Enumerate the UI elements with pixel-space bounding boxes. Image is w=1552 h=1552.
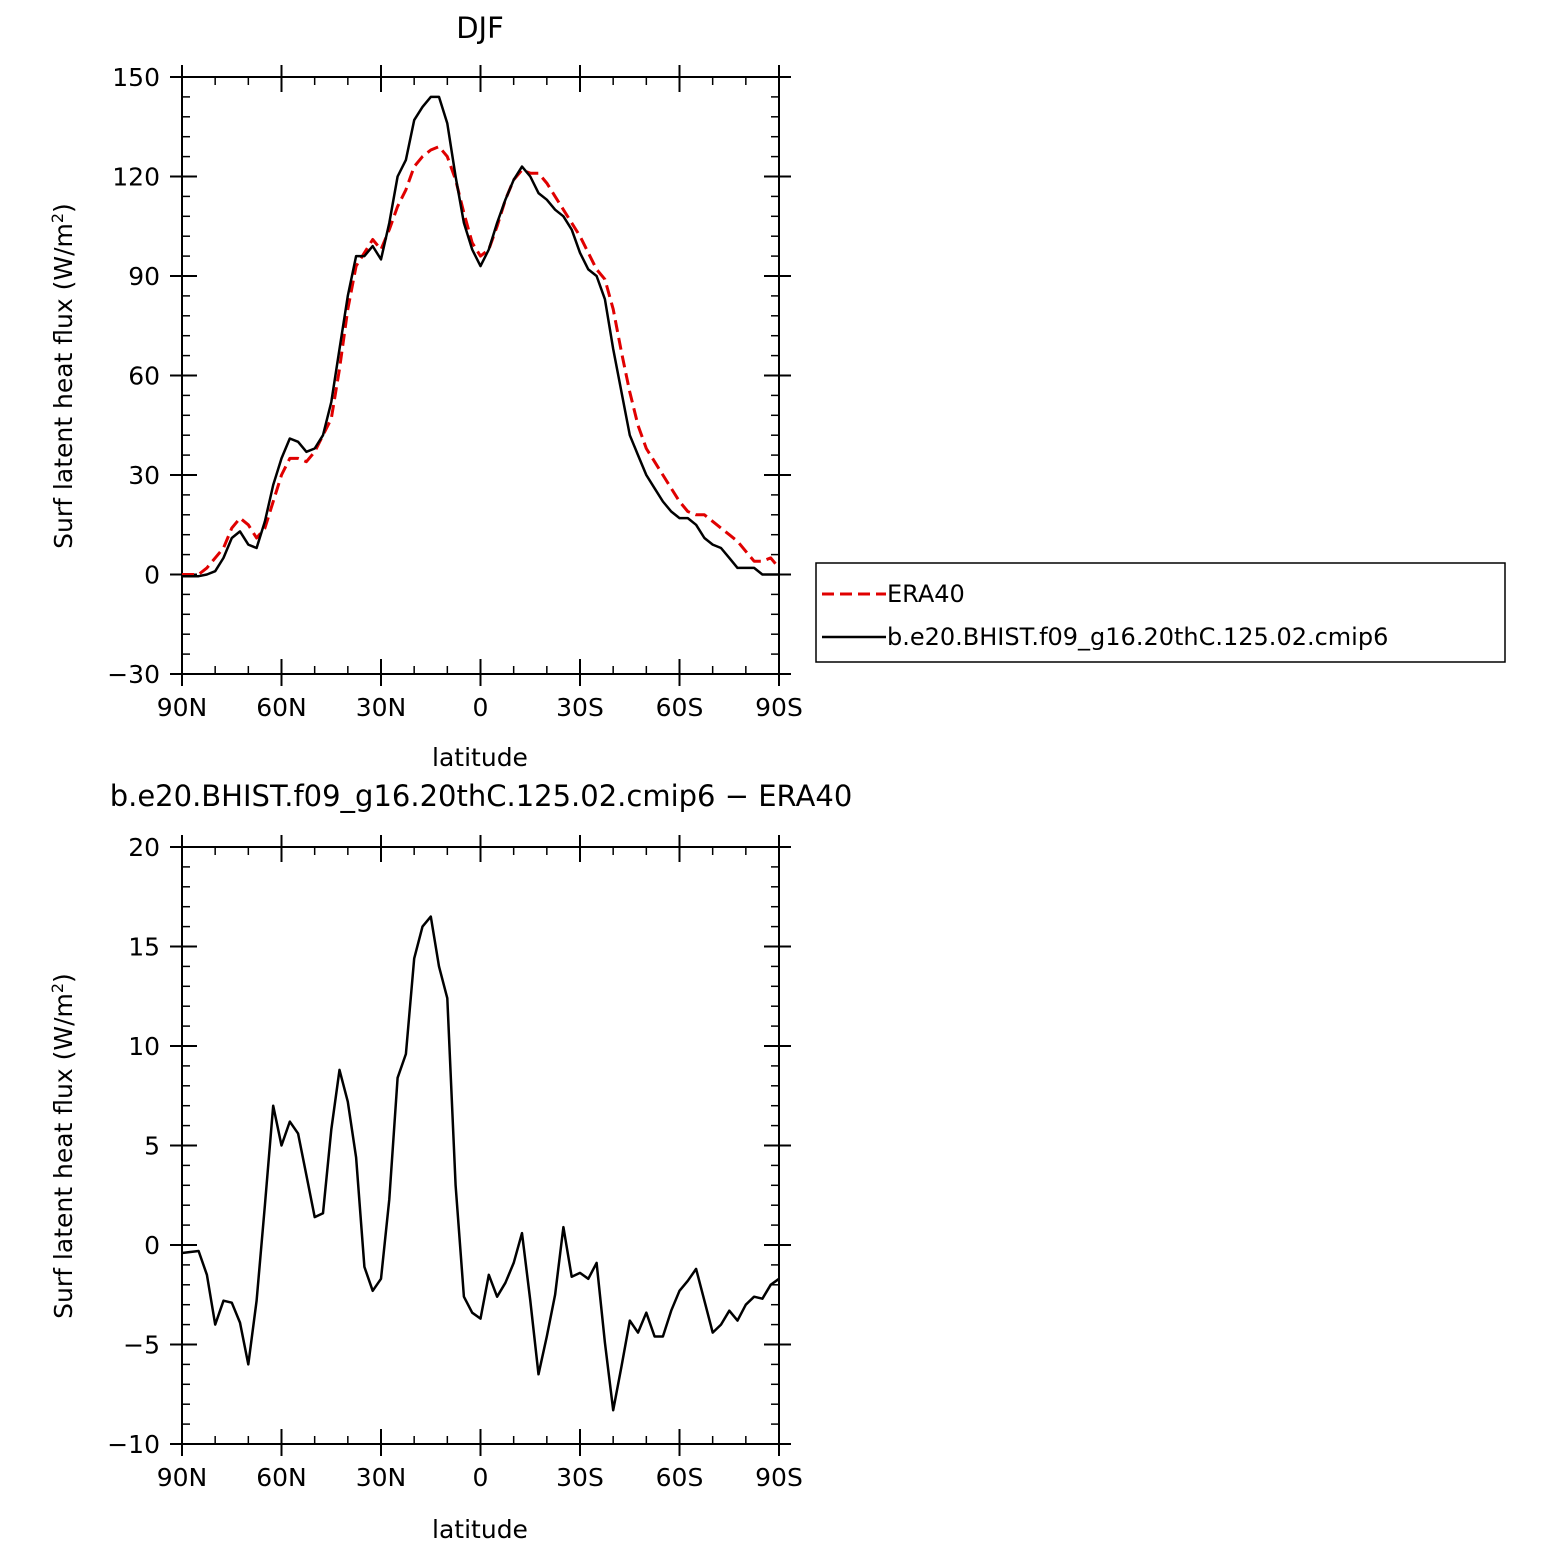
top-x-tick-label: 60N xyxy=(256,693,307,722)
top-x-tick-label: 60S xyxy=(656,693,704,722)
legend-label-era40: ERA40 xyxy=(887,580,965,608)
top-panel: DJF 90N 60N 30N 0 30S 60S 90S−300306090120150 … xyxy=(48,11,803,772)
bottom-y-tick-label: −10 xyxy=(107,1430,160,1459)
bottom-y-tick-label: 10 xyxy=(128,1032,160,1061)
top-y-axis-label: Surf latent heat flux (W/m2) xyxy=(48,203,79,549)
top-y-tick-label: 150 xyxy=(112,63,160,92)
top-title: DJF xyxy=(456,11,504,45)
top-x-tick-label: 30N xyxy=(356,693,407,722)
bottom-title: b.e20.BHIST.f09_g16.20thC.125.02.cmip6 −… xyxy=(110,779,853,813)
bottom-series-line-0 xyxy=(181,915,780,1412)
top-y-tick-label: 0 xyxy=(144,561,160,590)
legend: ERA40 b.e20.BHIST.f09_g16.20thC.125.02.c… xyxy=(815,562,1506,663)
bottom-y-tick-label: 15 xyxy=(128,933,160,962)
bottom-y-axis-label: Surf latent heat flux (W/m2) xyxy=(48,973,79,1319)
bottom-x-tick-label: 90S xyxy=(755,1463,803,1492)
bottom-x-tick-label: 90N xyxy=(157,1463,208,1492)
bottom-x-axis-label: latitude xyxy=(432,1515,528,1544)
bottom-x-tick-label: 0 xyxy=(473,1463,489,1492)
top-x-axis-label: latitude xyxy=(432,743,528,772)
legend-label-model: b.e20.BHIST.f09_g16.20thC.125.02.cmip6 xyxy=(887,623,1388,651)
bottom-plot-area: 90N 60N 30N 0 30S 60S 90S −10 −5 0 5 10 15 20 xyxy=(107,833,803,1492)
top-series-line-0 xyxy=(182,145,781,576)
top-y-tick-label: 90 xyxy=(128,262,160,291)
bottom-y-tick-label: 5 xyxy=(144,1132,160,1161)
bottom-x-tick-label: 30S xyxy=(556,1463,604,1492)
top-y-tick-label: 60 xyxy=(128,362,160,391)
bottom-x-tick-label: 60S xyxy=(656,1463,704,1492)
top-y-tick-label: 120 xyxy=(112,163,160,192)
top-x-tick-label: 0 xyxy=(473,693,489,722)
top-y-tick-label: −30 xyxy=(107,660,160,689)
top-series-line-1 xyxy=(182,95,779,578)
bottom-y-tick-label: 20 xyxy=(128,833,160,862)
top-plot-area: 90N 60N 30N 0 30S 60S 90S −30 0 30 60 90 120 150 xyxy=(107,63,803,722)
bottom-y-tick-label: 0 xyxy=(144,1231,160,1260)
top-x-tick-label: 30S xyxy=(556,693,604,722)
top-x-tick-label: 90S xyxy=(755,693,803,722)
bottom-x-tick-label: 60N xyxy=(256,1463,307,1492)
bottom-panel: b.e20.BHIST.f09_g16.20thC.125.02.cmip6 −… xyxy=(48,779,853,1544)
top-x-tick-label: 90N xyxy=(157,693,208,722)
top-y-tick-label: 30 xyxy=(128,461,160,490)
legend-box xyxy=(815,562,1506,663)
bottom-x-tick-label: 30N xyxy=(356,1463,407,1492)
bottom-y-tick-label: −5 xyxy=(123,1331,160,1360)
